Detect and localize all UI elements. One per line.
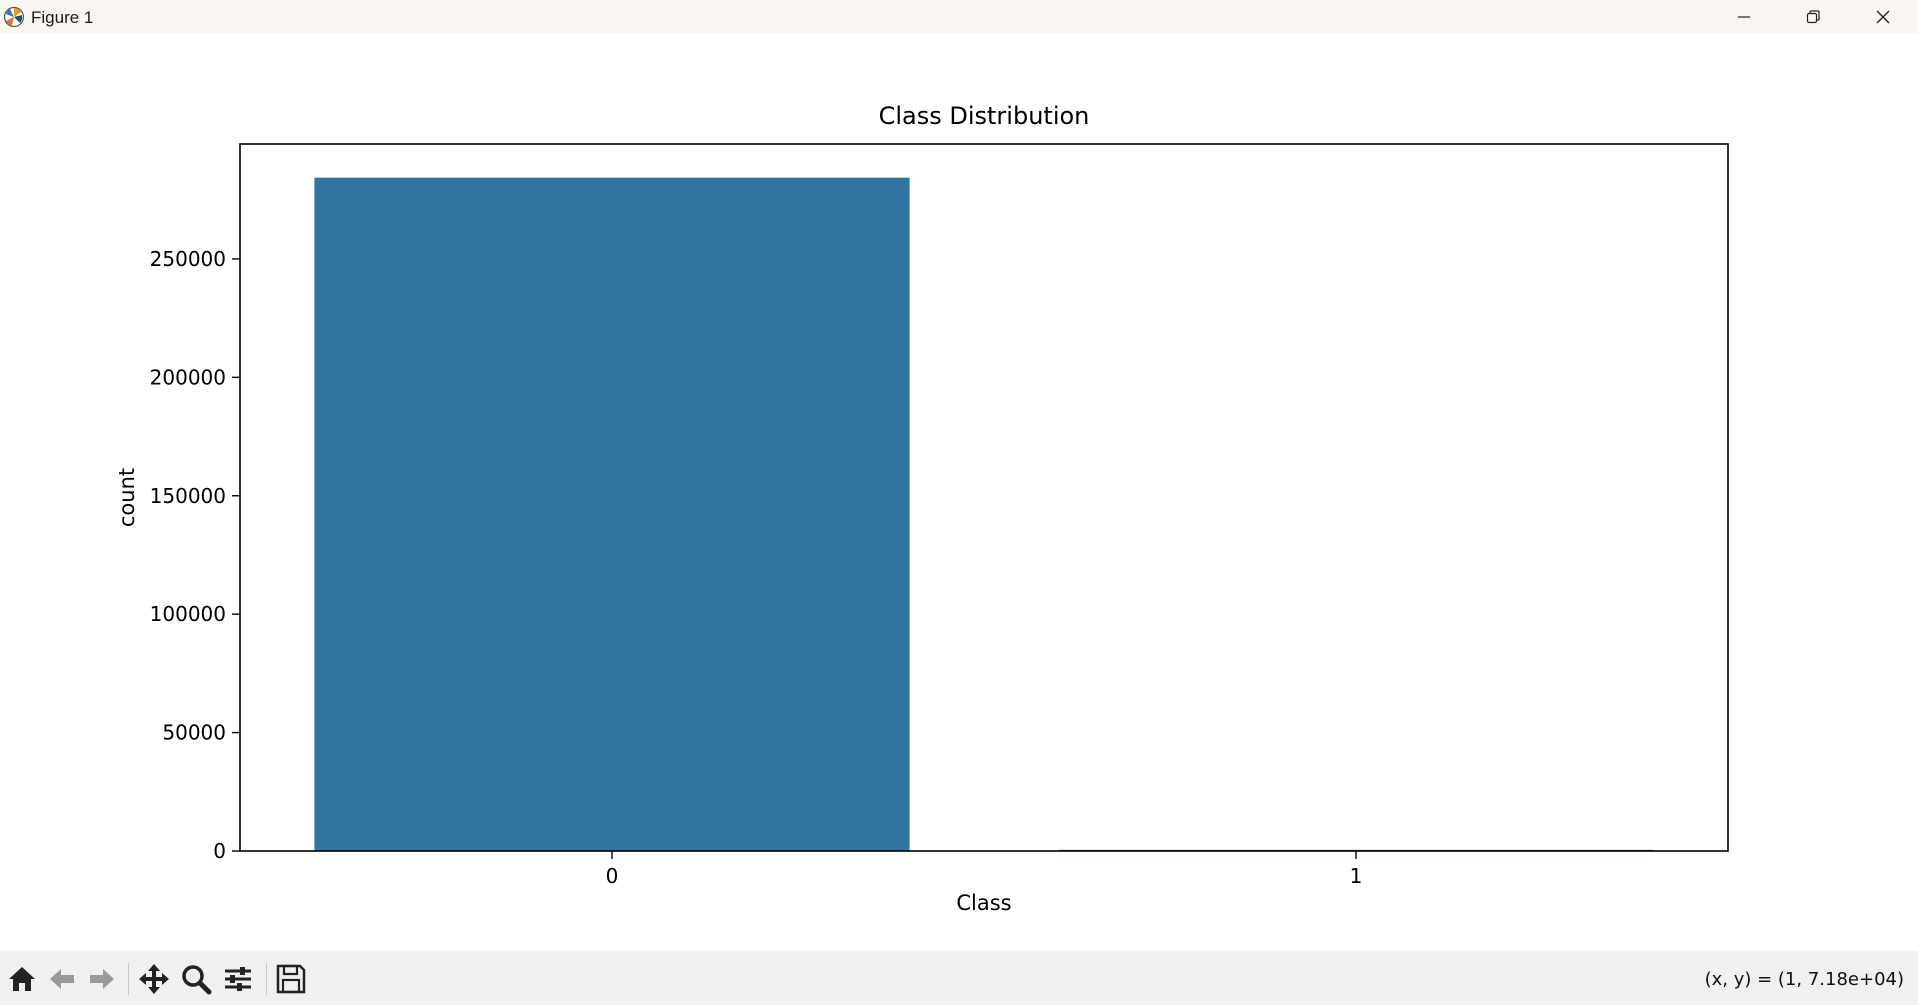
minimize-icon bbox=[1738, 16, 1750, 18]
save-button[interactable] bbox=[273, 961, 309, 997]
pan-button[interactable] bbox=[136, 961, 172, 997]
close-button[interactable] bbox=[1848, 0, 1918, 34]
home-icon bbox=[9, 967, 35, 991]
axes-frame bbox=[239, 143, 1729, 852]
navigation-toolbar: (x, y) = (1, 7.18e+04) bbox=[0, 951, 1918, 1005]
y-tick-label: 100000 bbox=[150, 602, 226, 626]
configure-subplots-button[interactable] bbox=[220, 961, 256, 997]
x-tick-label: 0 bbox=[606, 864, 619, 888]
back-button[interactable] bbox=[44, 961, 80, 997]
close-icon bbox=[1876, 10, 1890, 24]
toolbar-separator bbox=[128, 963, 129, 995]
zoom-magnifier-icon bbox=[182, 965, 212, 995]
toolbar-separator bbox=[266, 963, 267, 995]
bar-class-0 bbox=[314, 177, 910, 851]
chart-title: Class Distribution bbox=[879, 102, 1090, 130]
maximize-button[interactable] bbox=[1778, 0, 1848, 34]
forward-arrow-icon bbox=[90, 969, 114, 989]
y-tick-label: 200000 bbox=[150, 365, 226, 389]
y-tick-label: 50000 bbox=[162, 721, 226, 745]
figure-canvas[interactable]: Class Distribution 0 50000 100000 150000 200… bbox=[0, 34, 1918, 951]
matplotlib-logo-icon bbox=[3, 6, 25, 28]
y-axis-label: count bbox=[115, 468, 139, 527]
window-title: Figure 1 bbox=[31, 8, 94, 27]
minimize-button[interactable] bbox=[1709, 0, 1779, 34]
y-tick-label: 250000 bbox=[150, 247, 226, 271]
save-floppy-icon bbox=[276, 964, 306, 994]
pan-move-icon bbox=[139, 964, 169, 994]
window-titlebar: Figure 1 bbox=[0, 0, 1918, 34]
configure-subplots-icon bbox=[225, 967, 251, 991]
home-button[interactable] bbox=[4, 961, 40, 997]
forward-button[interactable] bbox=[84, 961, 120, 997]
bar-chart: Class Distribution 0 50000 100000 150000 200… bbox=[115, 102, 1729, 915]
cursor-coordinates: (x, y) = (1, 7.18e+04) bbox=[1704, 969, 1904, 990]
x-axis-label: Class bbox=[956, 891, 1011, 915]
back-arrow-icon bbox=[50, 969, 74, 989]
restore-icon bbox=[1806, 10, 1820, 24]
y-tick-label: 150000 bbox=[150, 484, 226, 508]
y-tick-label: 0 bbox=[213, 839, 226, 863]
zoom-button[interactable] bbox=[178, 961, 214, 997]
x-tick-label: 1 bbox=[1350, 864, 1363, 888]
